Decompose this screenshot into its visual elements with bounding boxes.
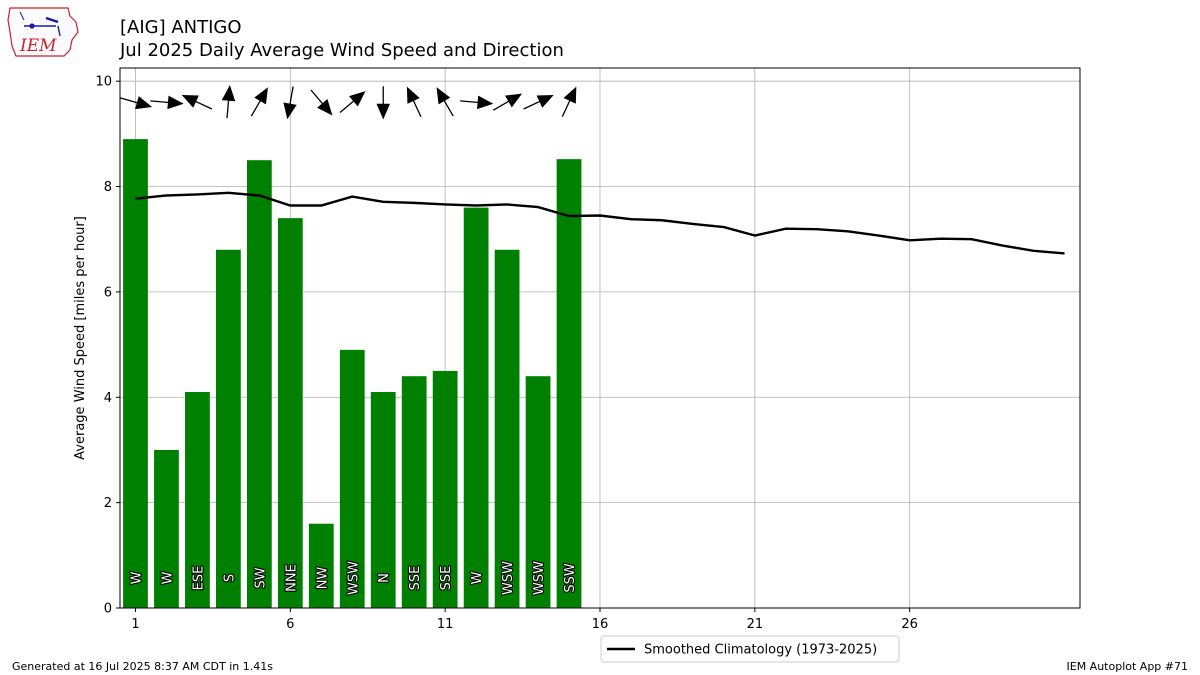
wind-arrow	[436, 87, 454, 117]
speed-bar	[154, 449, 179, 608]
y-axis-label: Average Wind Speed [miles per hour]	[73, 216, 88, 460]
y-tick-label: 2	[104, 496, 112, 511]
wind-arrow	[250, 87, 268, 117]
logo-text: IEM	[19, 36, 57, 56]
direction-label: W	[160, 571, 175, 584]
speed-bars	[123, 139, 582, 609]
y-tick-label: 8	[104, 180, 112, 195]
direction-label: WSW	[532, 561, 547, 595]
y-tick-label: 4	[104, 391, 112, 406]
direction-label: W	[470, 571, 485, 584]
speed-bar	[308, 523, 334, 608]
y-tick-label: 6	[104, 285, 112, 300]
climatology-line	[135, 191, 1065, 255]
direction-labels: W W ESE S SW NNE NW WSW N SSE SSE W WSW WSW SSW	[128, 560, 579, 596]
x-axis: 1 6 11 16 21 26	[131, 608, 918, 632]
iem-logo: IEM	[7, 7, 79, 57]
speed-bar	[401, 376, 427, 608]
x-tick-label: 26	[901, 617, 918, 632]
speed-bar	[123, 139, 148, 608]
wind-arrow	[523, 94, 554, 110]
x-tick-label: 16	[592, 617, 609, 632]
wind-arrow	[119, 96, 153, 110]
speed-bar	[525, 376, 551, 608]
wind-arrow	[561, 86, 577, 118]
direction-label: WSW	[501, 561, 516, 595]
speed-bar	[339, 349, 365, 608]
y-tick-label: 0	[104, 602, 112, 617]
y-axis: 0 2 4 6 8 10	[95, 75, 120, 617]
wind-arrow	[376, 86, 390, 120]
wind-arrow	[406, 86, 422, 118]
x-tick-label: 21	[747, 617, 764, 632]
direction-label: ESE	[191, 566, 206, 591]
speed-bar	[370, 392, 396, 608]
direction-label: NNE	[284, 564, 299, 592]
y-tick-label: 10	[95, 75, 112, 90]
direction-label: SSE	[439, 566, 454, 591]
generated-timestamp: Generated at 16 Jul 2025 8:37 AM CDT in …	[12, 660, 273, 673]
direction-label: W	[129, 571, 144, 584]
direction-label: S	[222, 574, 237, 582]
wind-arrow	[150, 95, 184, 110]
speed-bar	[277, 218, 303, 608]
speed-bar	[494, 249, 520, 608]
wind-arrows	[119, 85, 577, 120]
direction-label: SSW	[563, 563, 578, 593]
speed-bar	[216, 249, 241, 608]
speed-bar	[432, 370, 458, 608]
chart-title: Jul 2025 Daily Average Wind Speed and Di…	[120, 40, 564, 61]
direction-label: SW	[253, 567, 268, 588]
wind-arrow	[221, 85, 236, 119]
x-tick-label: 11	[437, 617, 454, 632]
x-tick-label: 1	[131, 617, 139, 632]
legend[interactable]: Smoothed Climatology (1973-2025)	[600, 635, 900, 663]
legend-box	[600, 635, 900, 663]
wind-arrow	[283, 86, 297, 120]
climatology-line-group	[135, 191, 1065, 255]
wind-arrow	[492, 93, 523, 111]
wind-arrow	[339, 91, 366, 114]
direction-label: SSE	[408, 566, 423, 591]
speed-bar	[556, 159, 582, 608]
speed-bar	[246, 160, 272, 608]
direction-label: N	[377, 573, 392, 583]
direction-label: NW	[315, 567, 330, 590]
wind-arrow	[310, 89, 333, 116]
wind-arrow	[181, 94, 213, 110]
x-tick-label: 6	[286, 617, 294, 632]
direction-label: WSW	[346, 561, 361, 595]
app-id: IEM Autoplot App #71	[1066, 660, 1189, 673]
chart-title-station: [AIG] ANTIGO	[120, 17, 242, 38]
speed-bar	[185, 392, 210, 608]
speed-bar	[463, 207, 489, 609]
legend-label: Smoothed Climatology (1973-2025)	[644, 643, 877, 658]
wind-arrow	[460, 95, 494, 110]
